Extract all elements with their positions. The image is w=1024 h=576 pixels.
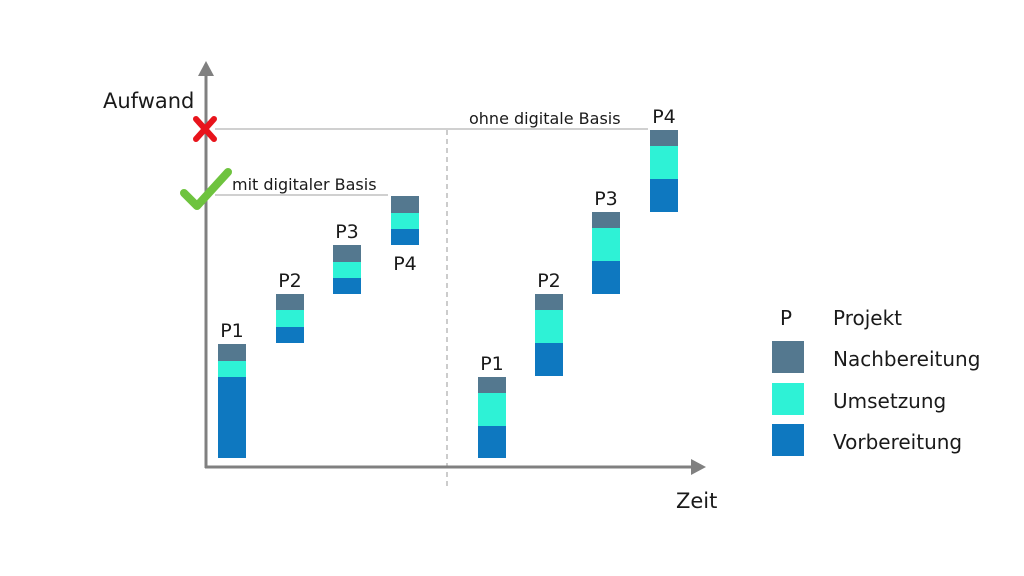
bar-ohne-p1-umsetzung <box>478 393 506 426</box>
check-icon <box>180 168 232 210</box>
bar-ohne-p3-nachbereitung <box>592 212 620 228</box>
bar-ohne-p3-umsetzung <box>592 228 620 261</box>
bar-ohne-p3-vorbereitung <box>592 261 620 294</box>
y-axis-label: Aufwand <box>103 89 194 113</box>
bar-mit-p4-umsetzung <box>391 213 419 229</box>
bar-mit-p4-nachbereitung <box>391 196 419 213</box>
bar-mit-p3-umsetzung <box>333 262 361 278</box>
bar-ohne-p4-umsetzung <box>650 146 678 179</box>
without-basis-annotation: ohne digitale Basis <box>469 109 621 128</box>
bar-ohne-p2-vorbereitung <box>535 343 563 376</box>
bar-mit-p3-vorbereitung <box>333 278 361 294</box>
legend-label-umsetzung: Umsetzung <box>833 389 946 413</box>
project-label-mit-p3: P3 <box>335 221 359 243</box>
bar-mit-p2-vorbereitung <box>276 327 304 343</box>
project-label-ohne-p3: P3 <box>594 188 618 210</box>
bar-mit-p3-nachbereitung <box>333 245 361 262</box>
legend-label-nachbereitung: Nachbereitung <box>833 347 980 371</box>
project-label-mit-p2: P2 <box>278 270 302 292</box>
project-bars: P1 P2 P3 P4 P1 P2 P3 P4 <box>218 106 678 458</box>
bar-mit-p4-vorbereitung <box>391 229 419 245</box>
project-label-mit-p1: P1 <box>220 320 244 342</box>
legend-swatch-vorbereitung <box>772 424 804 456</box>
with-basis-annotation: mit digitaler Basis <box>232 175 377 194</box>
bar-ohne-p2-nachbereitung <box>535 294 563 310</box>
bar-mit-p1-nachbereitung <box>218 344 246 361</box>
project-label-ohne-p1: P1 <box>480 353 504 375</box>
project-label-mit-p4: P4 <box>393 253 417 275</box>
project-label-ohne-p4: P4 <box>652 106 676 128</box>
legend-p-symbol: P <box>780 306 792 330</box>
legend: P Projekt Nachbereitung Umsetzung Vorber… <box>772 306 980 456</box>
x-axis-label: Zeit <box>676 489 717 513</box>
y-axis <box>198 61 214 468</box>
bar-mit-p2-umsetzung <box>276 310 304 327</box>
legend-swatch-umsetzung <box>772 383 804 415</box>
legend-p-label: Projekt <box>833 306 902 330</box>
legend-swatch-nachbereitung <box>772 341 804 373</box>
legend-label-vorbereitung: Vorbereitung <box>833 430 962 454</box>
bar-ohne-p4-nachbereitung <box>650 130 678 146</box>
bar-mit-p2-nachbereitung <box>276 294 304 310</box>
bar-ohne-p2-umsetzung <box>535 310 563 343</box>
bar-ohne-p1-nachbereitung <box>478 377 506 393</box>
cross-icon <box>193 116 217 142</box>
bar-mit-p1-vorbereitung <box>218 377 246 458</box>
bar-ohne-p1-vorbereitung <box>478 426 506 458</box>
project-label-ohne-p2: P2 <box>537 270 561 292</box>
bar-mit-p1-umsetzung <box>218 361 246 377</box>
x-axis <box>205 459 706 475</box>
bar-ohne-p4-vorbereitung <box>650 179 678 212</box>
